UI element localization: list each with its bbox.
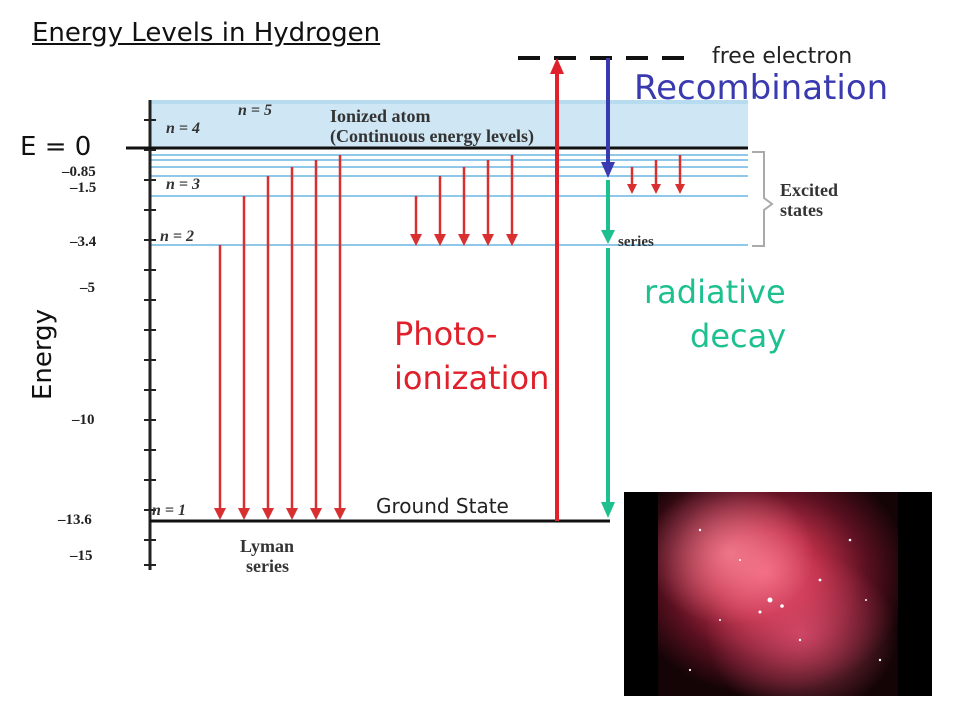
energy-level-lines (150, 154, 748, 246)
excited-label: Excited (780, 180, 838, 200)
tick-label: –1.5 (70, 180, 97, 196)
n-level-label: n = 4 (166, 120, 201, 137)
tick-label: –3.4 (70, 234, 97, 250)
tick-label: –0.85 (62, 164, 96, 180)
tick-label: –15 (70, 548, 93, 564)
e-zero-label: E = 0 (20, 132, 92, 162)
radiative-line1: radiative (644, 273, 786, 311)
n-level-label: n = 3 (166, 176, 201, 193)
photo-ionization-line1: Photo- (394, 315, 498, 353)
free-electron-label: free electron (712, 44, 853, 69)
energy-axis-label: Energy (28, 308, 58, 400)
recombination-arrow (601, 58, 615, 178)
tick-label: –5 (80, 280, 95, 296)
photo-ionization-arrow (550, 58, 564, 521)
radiative-decay-arrows (601, 180, 615, 518)
paschen-arrows (627, 155, 685, 194)
photo-ionization-line2: ionization (394, 359, 550, 397)
balmer-arrows (410, 155, 518, 246)
photo-ionization-label: Photo- ionization (394, 312, 549, 400)
lyman-series-label: series (246, 556, 289, 576)
radiative-line2: decay (690, 317, 787, 355)
tick-label: –13.6 (58, 512, 92, 528)
slide-title: Energy Levels in Hydrogen (32, 18, 381, 48)
ionized-atom-label: Ionized atom (330, 106, 431, 126)
n-level-label: n = 5 (238, 102, 273, 119)
axis-ticks (144, 119, 156, 566)
recombination-label: Recombination (634, 68, 889, 108)
radiative-decay-label: radiative decay (644, 270, 786, 358)
nebula-image (624, 492, 932, 696)
n-level-label: n = 2 (160, 228, 195, 245)
tick-label: –10 (72, 412, 95, 428)
continuum-band (150, 100, 748, 148)
excited-states-bracket (752, 151, 774, 247)
states-label: states (780, 200, 823, 220)
continuous-levels-label: (Continuous energy levels) (330, 126, 534, 146)
ground-state-label: Ground State (376, 494, 509, 518)
lyman-label: Lyman (240, 536, 295, 556)
n-level-label: n = 1 (152, 502, 187, 519)
lyman-arrows (214, 155, 346, 520)
series-fragment-label: series (618, 234, 654, 250)
